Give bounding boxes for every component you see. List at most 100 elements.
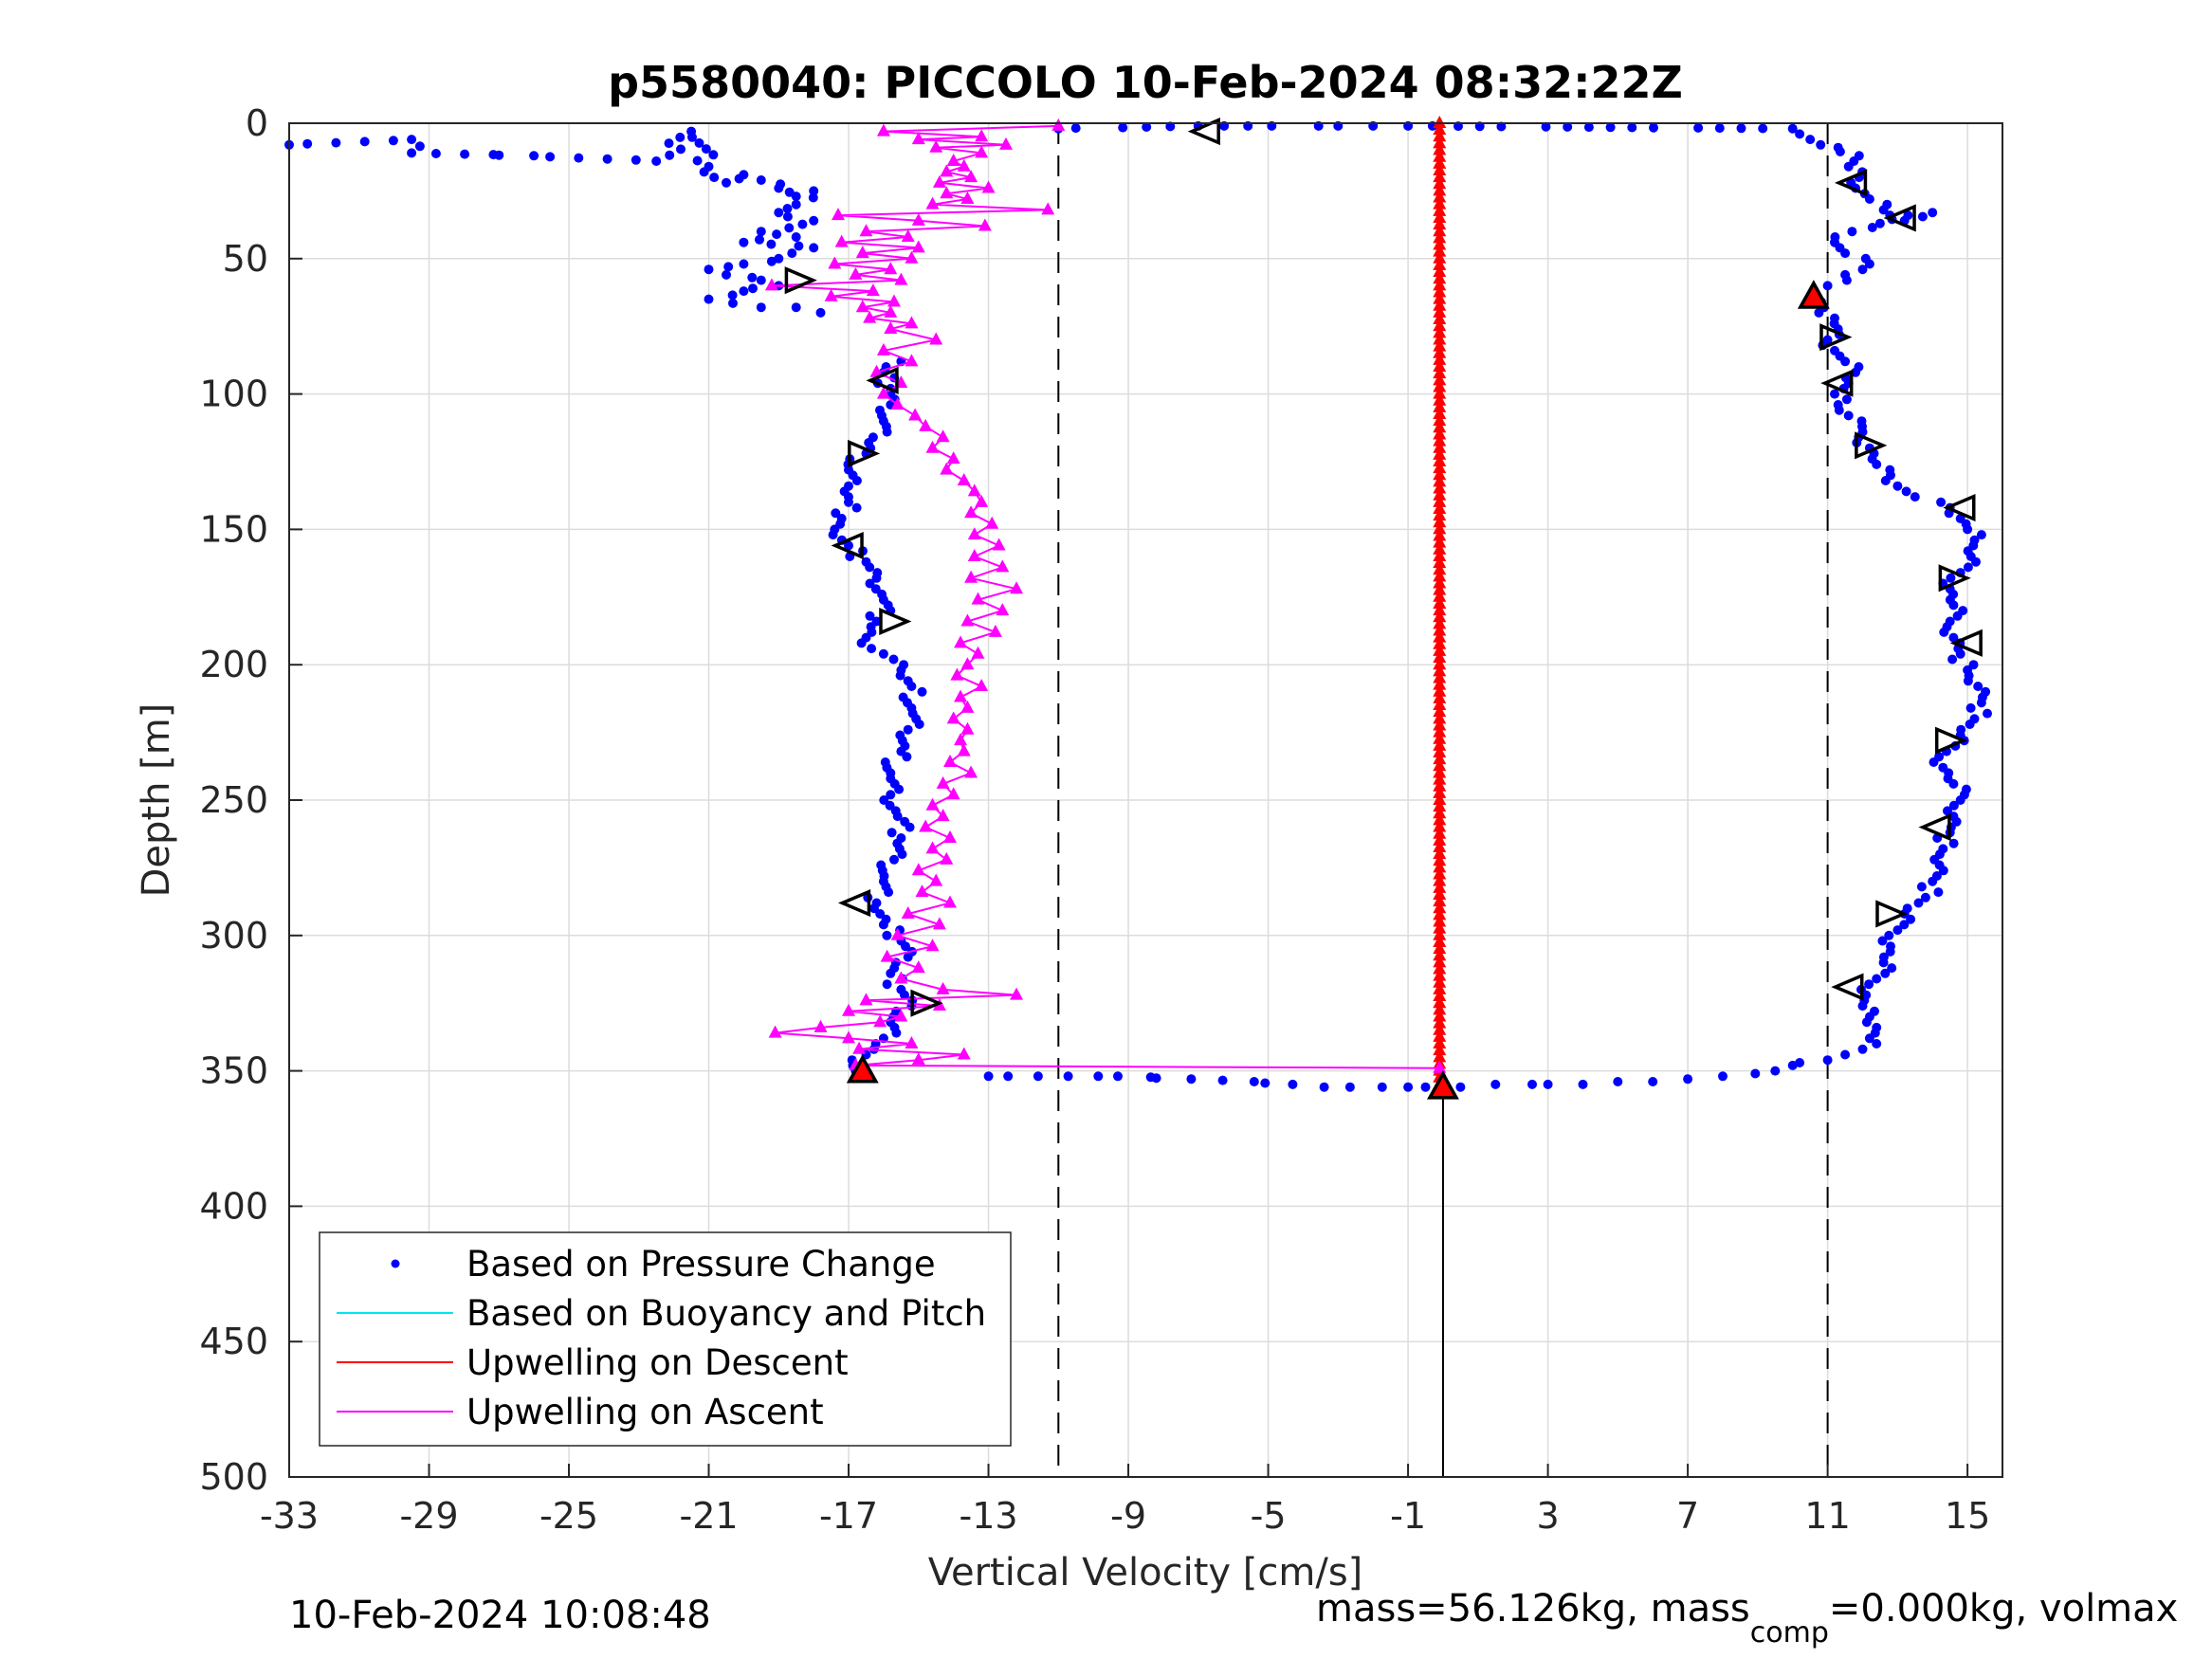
ascent-upwelling-point bbox=[884, 304, 898, 318]
ascent-upwelling-point bbox=[831, 208, 845, 221]
open-triangle-marker bbox=[1831, 973, 1864, 1001]
descent-upwelling-point bbox=[1433, 250, 1447, 264]
ascent-upwelling-point bbox=[942, 830, 957, 843]
y-tick-label: 300 bbox=[199, 915, 268, 957]
ascent-upwelling-point bbox=[859, 224, 873, 237]
descent-upwelling-point bbox=[1433, 989, 1447, 1002]
pressure-velocity-point bbox=[1887, 963, 1897, 974]
pressure-velocity-point bbox=[1649, 122, 1658, 133]
pressure-velocity-point bbox=[709, 173, 720, 183]
pressure-velocity-point bbox=[1981, 686, 1991, 697]
pressure-velocity-point bbox=[1948, 838, 1959, 848]
descent-upwelling-point bbox=[1433, 860, 1447, 873]
pressure-velocity-point bbox=[1963, 562, 1973, 573]
ascent-upwelling-point bbox=[925, 440, 940, 453]
y-tick-label: 0 bbox=[246, 102, 268, 144]
ascent-upwelling-point bbox=[946, 451, 960, 465]
pressure-velocity-point bbox=[903, 952, 913, 962]
pressure-velocity-point bbox=[900, 990, 909, 1000]
descent-upwelling-point bbox=[1433, 562, 1447, 575]
legend-marker-pressure bbox=[391, 1259, 400, 1268]
descent-upwelling-point bbox=[1433, 319, 1447, 332]
descent-upwelling-point bbox=[1433, 501, 1447, 514]
ascent-upwelling-point bbox=[894, 1009, 908, 1022]
pressure-velocity-point bbox=[1217, 1075, 1228, 1085]
descent-upwelling-point bbox=[1433, 704, 1447, 718]
ascent-upwelling-point bbox=[905, 250, 919, 264]
pressure-velocity-point bbox=[664, 138, 674, 149]
pressure-velocity-point bbox=[574, 153, 584, 163]
pressure-velocity-point bbox=[886, 790, 896, 800]
ascent-upwelling-point bbox=[942, 755, 957, 768]
legend-label-buoyancy: Based on Buoyancy and Pitch bbox=[466, 1293, 986, 1334]
descent-upwelling-point bbox=[1433, 575, 1447, 589]
pressure-velocity-point bbox=[889, 854, 899, 865]
pressure-velocity-point bbox=[1938, 844, 1948, 854]
footer-mass-text: mass=56.126kg, mass bbox=[1316, 1587, 1750, 1631]
descent-upwelling-point bbox=[1433, 420, 1447, 433]
pressure-velocity-point bbox=[1938, 762, 1948, 773]
ascent-upwelling-point bbox=[954, 689, 968, 702]
ascent-upwelling-point bbox=[967, 527, 981, 540]
descent-upwelling-point bbox=[1433, 738, 1447, 751]
pressure-velocity-point bbox=[631, 155, 641, 165]
descent-upwelling-point bbox=[1433, 886, 1447, 900]
descent-upwelling-point bbox=[1433, 948, 1447, 961]
descent-upwelling-point bbox=[1433, 136, 1447, 149]
x-tick-label: -29 bbox=[399, 1495, 458, 1537]
open-triangle-marker bbox=[1938, 564, 1971, 592]
descent-upwelling-point bbox=[1433, 778, 1447, 792]
pressure-velocity-point bbox=[1605, 122, 1616, 133]
ascent-upwelling-point bbox=[936, 981, 950, 994]
pressure-velocity-point bbox=[1854, 362, 1864, 372]
pressure-velocity-point bbox=[699, 167, 709, 177]
pressure-velocity-point bbox=[529, 151, 539, 161]
ascent-upwelling-point bbox=[876, 342, 890, 356]
descent-upwelling-point bbox=[1433, 116, 1447, 128]
ascent-upwelling-point bbox=[964, 170, 978, 183]
descent-upwelling-point bbox=[1433, 873, 1447, 886]
open-triangle-marker bbox=[879, 607, 912, 636]
pressure-velocity-point bbox=[755, 234, 764, 245]
ascent-upwelling-point bbox=[876, 123, 890, 137]
ascent-upwelling-point bbox=[814, 1019, 828, 1032]
ascent-upwelling-point bbox=[890, 397, 905, 410]
descent-upwelling-point bbox=[1433, 690, 1447, 703]
descent-upwelling-point bbox=[1433, 176, 1447, 190]
pressure-velocity-point bbox=[867, 644, 877, 654]
pressure-velocity-point bbox=[1976, 530, 1986, 540]
filled-triangle-marker bbox=[1797, 280, 1830, 309]
pressure-velocity-point bbox=[1948, 800, 1959, 811]
descent-upwelling-point bbox=[1433, 338, 1447, 352]
open-triangle-marker bbox=[831, 531, 864, 560]
ascent-upwelling-point bbox=[940, 462, 954, 475]
pressure-velocity-point bbox=[388, 136, 398, 146]
footer-mass-info: mass=56.126kg, masscomp=0.000kg, volmax bbox=[1316, 1587, 2178, 1650]
pressure-velocity-point bbox=[1857, 1044, 1868, 1054]
pressure-velocity-point bbox=[851, 502, 862, 513]
pressure-velocity-point bbox=[1933, 887, 1944, 898]
ascent-upwelling-point bbox=[855, 300, 869, 313]
descent-upwelling-point bbox=[1433, 440, 1447, 453]
ascent-upwelling-point bbox=[964, 570, 978, 583]
pressure-velocity-point bbox=[809, 186, 819, 196]
pressure-velocity-point bbox=[1910, 492, 1920, 502]
descent-upwelling-point bbox=[1433, 257, 1447, 270]
pressure-velocity-point bbox=[1403, 1082, 1414, 1092]
descent-upwelling-point bbox=[1433, 629, 1447, 643]
ascent-upwelling-point bbox=[960, 700, 975, 713]
pressure-velocity-point bbox=[407, 135, 417, 145]
pressure-velocity-point bbox=[882, 427, 892, 437]
pressure-velocity-point bbox=[1795, 129, 1805, 139]
ascent-upwelling-point bbox=[863, 310, 877, 323]
ascent-upwelling-point bbox=[936, 775, 950, 789]
ascent-upwelling-point bbox=[866, 283, 880, 297]
pressure-velocity-point bbox=[728, 298, 738, 308]
descent-upwelling-point bbox=[1433, 487, 1447, 501]
pressure-velocity-point bbox=[1578, 1079, 1588, 1089]
pressure-velocity-point bbox=[1885, 465, 1895, 475]
pressure-velocity-point bbox=[1843, 410, 1854, 421]
ascent-upwelling-point bbox=[971, 592, 985, 605]
pressure-velocity-point bbox=[871, 573, 882, 583]
pressure-velocity-point bbox=[1872, 1022, 1882, 1032]
